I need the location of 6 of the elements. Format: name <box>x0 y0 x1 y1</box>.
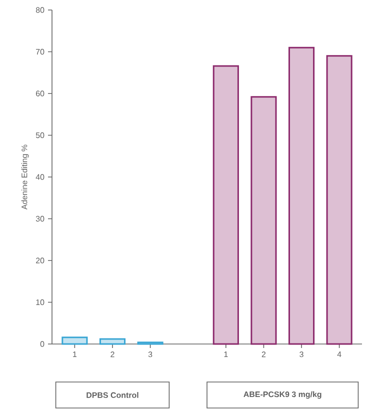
bar <box>62 336 88 345</box>
bar <box>326 55 352 345</box>
bar <box>288 46 315 345</box>
bar <box>250 96 277 345</box>
bar <box>99 338 126 345</box>
bar <box>212 65 239 345</box>
